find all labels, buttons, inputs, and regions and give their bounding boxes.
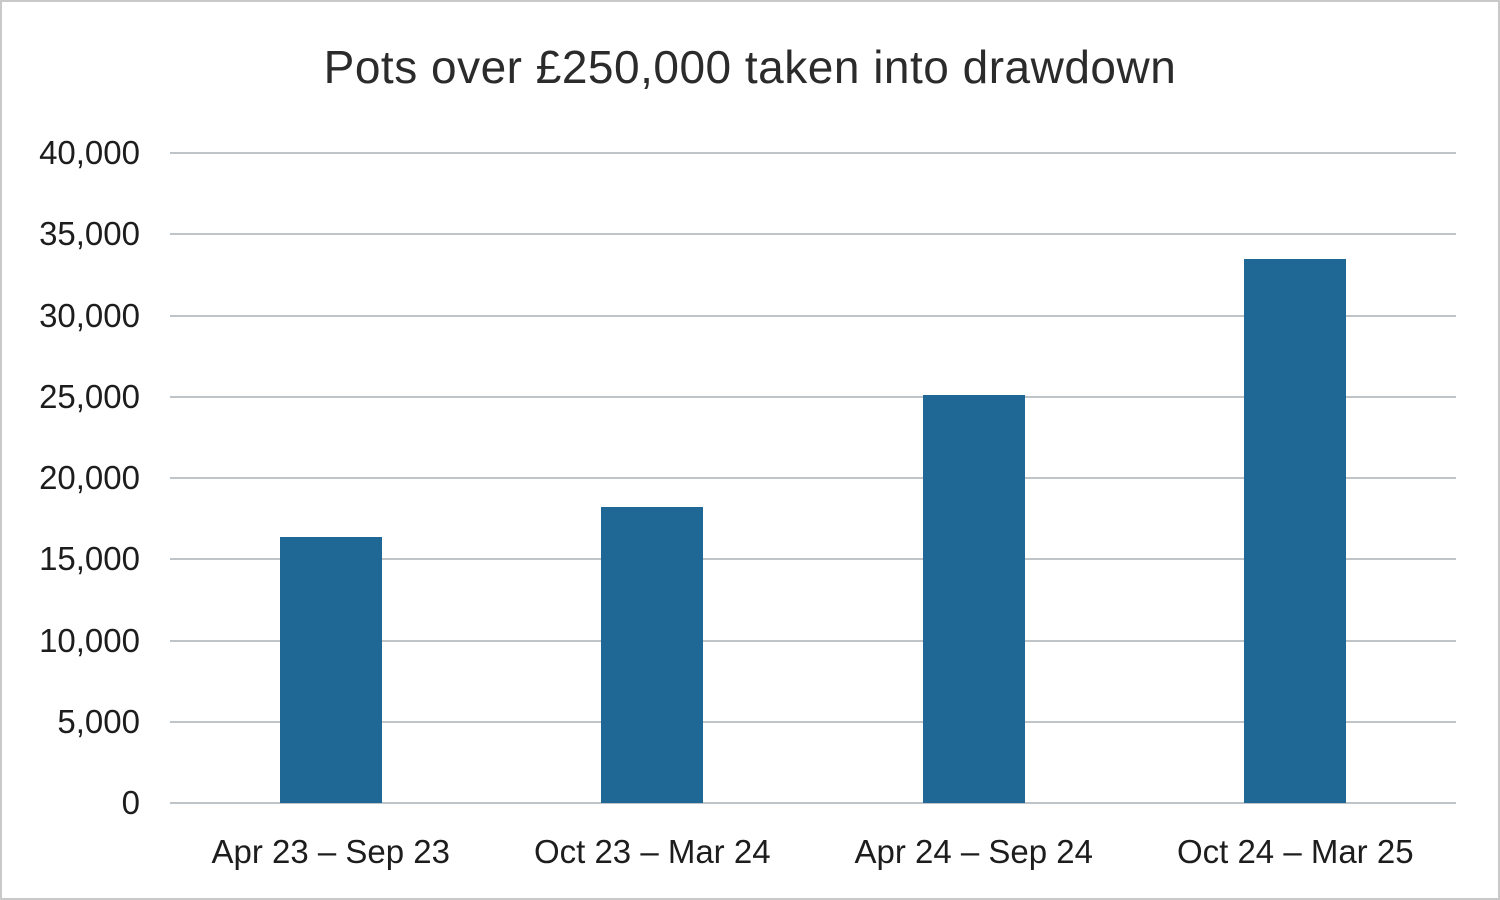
y-axis-tick-label: 35,000 xyxy=(39,215,140,253)
y-axis: 0 5,000 10,000 15,000 20,000 25,000 30,000 35,0… xyxy=(2,134,140,821)
bar xyxy=(279,536,382,803)
gridline xyxy=(170,720,1456,723)
x-axis: Apr 23 – Sep 23 Oct 23 – Mar 24 Apr 24 – S… xyxy=(170,833,1456,883)
x-axis-label: Apr 23 – Sep 23 xyxy=(211,833,450,870)
y-axis-tick-label: 0 xyxy=(121,784,140,821)
y-axis-tick-label: 30,000 xyxy=(39,296,140,334)
gridline xyxy=(170,558,1456,561)
y-axis-tick-label: 10,000 xyxy=(39,621,140,659)
gridline xyxy=(170,152,1456,154)
y-axis-tick-label: 20,000 xyxy=(39,459,140,496)
y-axis-tick-label: 40,000 xyxy=(39,134,140,171)
gridline xyxy=(170,233,1456,236)
gridline xyxy=(170,802,1456,804)
x-axis-label: Apr 24 – Sep 24 xyxy=(854,833,1093,870)
bar xyxy=(1244,258,1347,803)
gridline xyxy=(170,477,1456,479)
bar xyxy=(922,395,1025,803)
y-axis-tick-label: 15,000 xyxy=(39,540,140,578)
x-axis-label: Oct 24 – Mar 25 xyxy=(1176,833,1414,870)
chart-title: Pots over £250,000 taken into drawdown xyxy=(323,41,1177,93)
y-axis-tick-label: 5,000 xyxy=(57,702,140,740)
plot-area xyxy=(170,152,1456,804)
bar xyxy=(601,507,704,803)
y-axis-tick-label: 25,000 xyxy=(39,377,140,415)
gridline xyxy=(170,639,1456,642)
x-axis-label: Oct 23 – Mar 24 xyxy=(533,833,771,870)
gridline xyxy=(170,395,1456,398)
gridline xyxy=(170,314,1456,317)
